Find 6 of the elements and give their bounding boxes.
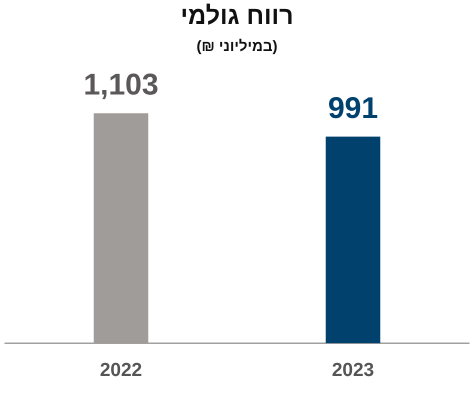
data-label: 991 xyxy=(328,92,378,125)
x-tick-label: 2023 xyxy=(332,360,374,381)
chart-subtitle: (במיליוני ₪) xyxy=(195,38,279,55)
chart-title: רווח גולמי xyxy=(180,2,294,31)
x-tick-label: 2022 xyxy=(100,360,142,381)
data-label: 1,103 xyxy=(83,68,159,102)
